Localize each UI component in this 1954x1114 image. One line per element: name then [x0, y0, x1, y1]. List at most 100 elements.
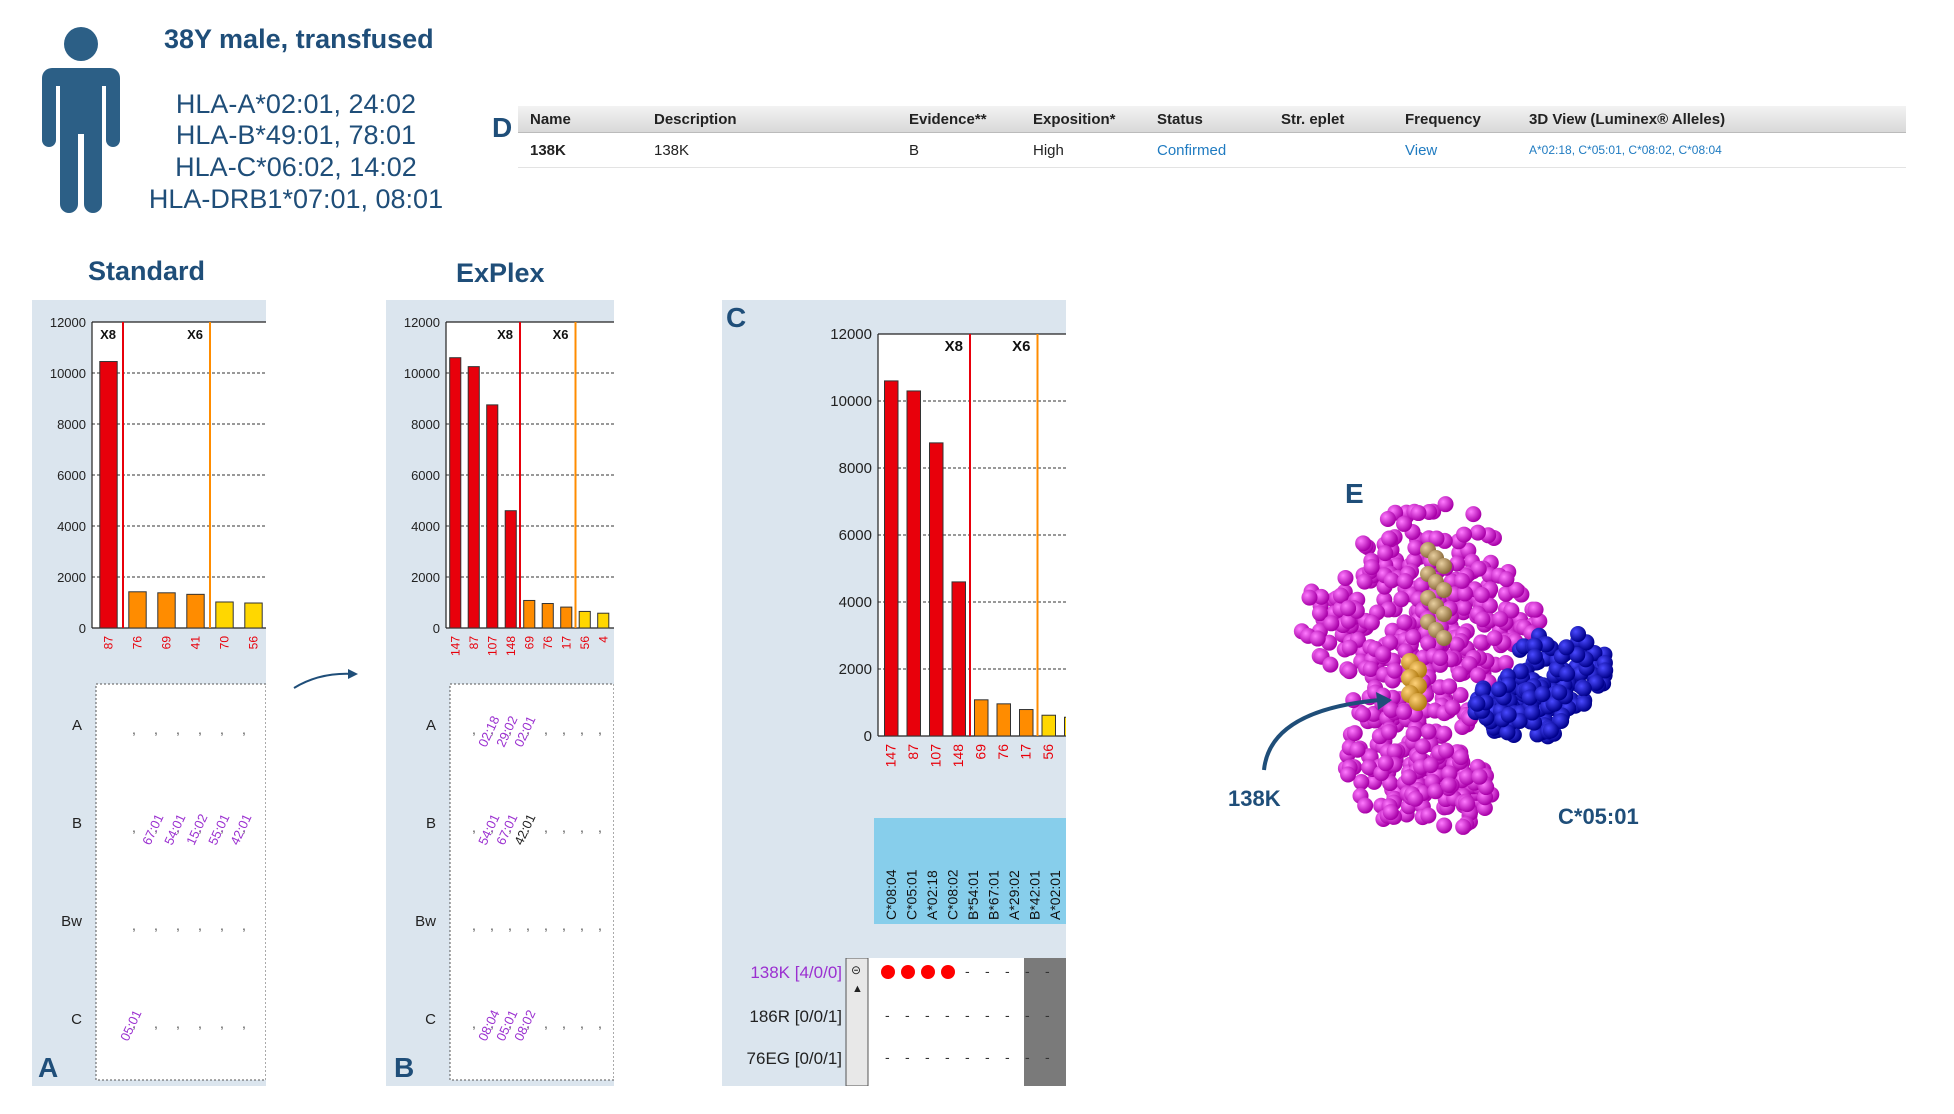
atom — [1512, 663, 1529, 680]
atom — [1437, 496, 1454, 513]
grid-dot: , — [220, 819, 224, 835]
grid-dot: , — [580, 819, 584, 835]
atom — [1386, 743, 1403, 760]
eplet-row-label[interactable]: 138K [4/0/0] — [750, 963, 842, 982]
bar — [560, 606, 573, 629]
atom — [1456, 599, 1473, 616]
bar — [906, 390, 921, 737]
scroll-up-icon[interactable]: ▲ — [852, 983, 863, 995]
bar — [951, 581, 966, 737]
atom — [1386, 662, 1403, 679]
col-exposition[interactable]: Exposition* — [1033, 110, 1116, 128]
atom — [1469, 695, 1486, 712]
col-3d-view[interactable]: 3D View (Luminex® Alleles) — [1529, 110, 1726, 128]
grid-dot: , — [154, 819, 158, 835]
no-hit-dash: - — [945, 1049, 950, 1065]
table-header-row: Name Description Evidence** Exposition* … — [518, 106, 1906, 133]
atom — [1436, 582, 1452, 598]
col-frequency[interactable]: Frequency — [1405, 110, 1481, 128]
no-hit-dash: - — [1005, 963, 1010, 979]
atom — [1340, 766, 1357, 783]
grid-dot: , — [198, 1015, 202, 1031]
hit-table-shaded — [1024, 958, 1066, 1086]
atom — [1486, 630, 1503, 647]
cell-description: 138K — [654, 141, 690, 159]
y-tick-label: 2000 — [411, 570, 440, 585]
atom — [1377, 545, 1394, 562]
table-row: 138K 138K B High Confirmed View A*02:18,… — [518, 133, 1906, 168]
no-hit-dash: - — [1025, 963, 1030, 979]
atom — [1400, 769, 1417, 786]
chart-c: 0 2000 4000 6000 8000 10000 12000 147 87 107 148 69… — [830, 326, 1066, 767]
x-tick-label: 69 — [160, 636, 174, 650]
col-str-eplet[interactable]: Str. eplet — [1281, 110, 1345, 128]
grid-dot: , — [472, 721, 476, 737]
atom — [1356, 573, 1373, 590]
atom — [1346, 725, 1363, 742]
grid-dot: , — [132, 1015, 136, 1031]
grid-dot: , — [176, 917, 180, 933]
atom — [1575, 695, 1592, 712]
atom — [1341, 663, 1358, 680]
locus-grid-a: A,,,,, ,B,,,,, ,67:0154:0115:0255:0142:01B… — [61, 683, 266, 1081]
grid-dot: , — [198, 917, 202, 933]
x-tick-label: 87 — [467, 636, 481, 650]
grid-dot: , — [562, 1015, 566, 1031]
hla-a-typing: HLA-A*02:01, 24:02 — [175, 89, 417, 119]
atom — [1521, 689, 1538, 706]
atom — [1473, 586, 1490, 603]
grid-dot: , — [472, 819, 476, 835]
col-name[interactable]: Name — [530, 110, 571, 128]
no-hit-dash: - — [1005, 1007, 1010, 1023]
grid-dot: , — [242, 819, 246, 835]
atom — [1455, 818, 1472, 835]
atom — [1441, 765, 1458, 782]
no-hit-dash: - — [885, 1007, 890, 1023]
hit-dot — [941, 965, 955, 979]
bar — [99, 361, 118, 629]
grid-dot: , — [544, 1015, 548, 1031]
threshold-label: X8 — [497, 327, 513, 342]
epitope-arrow-icon — [1262, 692, 1392, 771]
view-link[interactable]: View — [1405, 141, 1438, 159]
atom — [1438, 742, 1455, 759]
allele-name: C*08:04 — [883, 869, 899, 920]
no-hit-dash: - — [925, 1049, 930, 1065]
cell-status-link[interactable]: Confirmed — [1157, 141, 1227, 159]
y-tick-label: 2000 — [57, 570, 86, 585]
atom — [1420, 807, 1437, 824]
threshold-label: X6 — [1012, 338, 1030, 355]
hit-dot — [881, 965, 895, 979]
col-status[interactable]: Status — [1157, 110, 1203, 128]
atom — [1452, 686, 1469, 703]
atom — [1456, 526, 1473, 543]
y-tick-label: 10000 — [404, 366, 440, 381]
cell-evidence: B — [909, 141, 920, 159]
atom — [1383, 701, 1400, 718]
bar — [884, 380, 899, 737]
no-hit-dash: - — [985, 1049, 990, 1065]
eplet-row-label[interactable]: 76EG [0/0/1] — [747, 1049, 842, 1068]
atom — [1436, 630, 1452, 646]
arrow-icon — [293, 669, 358, 689]
allele-name: B*67:01 — [986, 870, 1002, 920]
bar — [486, 404, 499, 629]
atom — [1428, 530, 1445, 547]
bar — [157, 592, 176, 629]
eplet-row-label[interactable]: 186R [0/0/1] — [749, 1007, 842, 1026]
no-hit-dash: - — [985, 1007, 990, 1023]
col-description[interactable]: Description — [654, 110, 737, 128]
collapse-icon[interactable]: ⊝ — [851, 963, 861, 977]
chart-b: 0 2000 4000 6000 8000 10000 12000 147 87 107 148 69… — [404, 315, 614, 656]
atom — [1558, 639, 1575, 656]
atom — [1461, 656, 1478, 673]
atom — [1396, 515, 1413, 532]
locus-label: Bw — [415, 913, 436, 930]
atom — [1432, 650, 1449, 667]
allele-name: C*08:02 — [945, 869, 961, 920]
scrollbar[interactable] — [845, 958, 869, 1086]
atom — [1407, 539, 1424, 556]
col-evidence[interactable]: Evidence** — [909, 110, 987, 128]
luminex-alleles-link[interactable]: A*02:18, C*05:01, C*08:02, C*08:04 — [1529, 143, 1722, 157]
atom — [1588, 674, 1605, 691]
